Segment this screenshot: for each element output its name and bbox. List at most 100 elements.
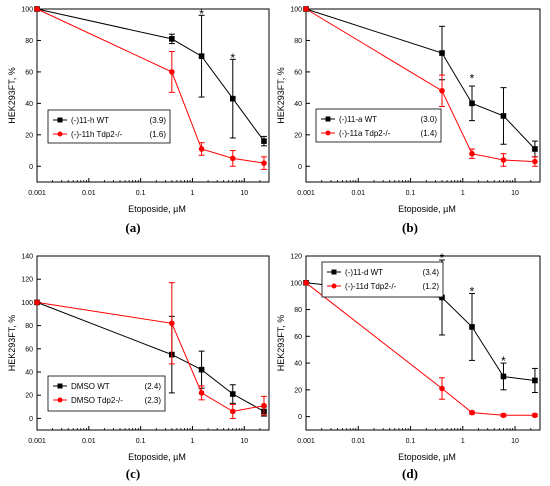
x-tick-label: 0.1 — [406, 190, 416, 197]
data-point — [198, 146, 205, 152]
legend-label: DMSO WT — [71, 382, 110, 391]
x-tick-label: 0.01 — [351, 190, 365, 197]
legend-label: (-)-11a Tdp2-/- — [339, 129, 391, 138]
data-point — [198, 366, 205, 373]
series-tdp2 — [34, 282, 267, 419]
data-point — [500, 113, 507, 119]
data-point — [532, 412, 538, 419]
x-tick-label: 1 — [191, 190, 195, 197]
plot-frame — [36, 255, 270, 431]
data-point — [229, 155, 236, 162]
y-tick-label: 40 — [294, 101, 302, 108]
legend-swatch-marker — [331, 283, 337, 289]
legend-box — [47, 109, 171, 144]
legend-label: (-)11-d WT — [345, 268, 383, 277]
y-axis-label: HEK293FT, % — [276, 315, 286, 372]
data-point — [34, 6, 40, 12]
legend-label: (-)11-a WT — [339, 115, 377, 124]
significance-star: * — [470, 284, 475, 298]
data-point — [532, 158, 538, 165]
x-axis-label: Etoposide, µM — [398, 204, 456, 214]
legend-note: (2.3) — [145, 396, 162, 405]
y-tick-label: 100 — [290, 7, 302, 14]
data-point — [469, 409, 475, 416]
data-point — [439, 385, 445, 392]
data-point — [439, 294, 445, 301]
series-tdp2 — [34, 6, 267, 170]
chart-panel-3: 0.001 0.01 0.1 1 10020406080100120140Etoposi… — [7, 254, 270, 481]
chart-panel-4: 0.001 0.01 0.1 1 10020406080100120Etoposide,… — [276, 251, 541, 481]
legend-swatch-marker — [57, 383, 63, 389]
data-point — [229, 408, 236, 415]
data-point — [439, 50, 445, 56]
x-tick-label: 0.001 — [28, 438, 46, 445]
y-tick-label: 100 — [290, 280, 302, 287]
x-tick-label: 0.1 — [136, 438, 146, 445]
x-tick-label: 1 — [461, 438, 465, 445]
y-tick-label: 20 — [25, 393, 33, 400]
legend-swatch-marker — [325, 130, 331, 136]
data-point — [500, 373, 507, 380]
legend-note: (3.0) — [421, 115, 438, 124]
y-tick-label: 140 — [21, 254, 33, 261]
data-point — [469, 100, 475, 107]
x-tick-label: 1 — [191, 438, 195, 445]
data-point — [469, 150, 475, 157]
y-axis-label: HEK293FT, % — [7, 315, 17, 372]
panel-letter: (d) — [402, 466, 418, 481]
data-point — [229, 95, 236, 102]
data-point — [169, 320, 175, 327]
y-tick-label: 60 — [294, 334, 302, 341]
legend: (-)11-a WT (3.0) (-)-11a Tdp2-/- (1.4) — [315, 108, 442, 143]
y-tick-label: 80 — [25, 38, 33, 45]
legend-label: (-)-11h Tdp2-/- — [71, 130, 123, 139]
legend-note: (2.4) — [145, 382, 162, 391]
legend-note: (1.2) — [423, 282, 440, 291]
y-tick-label: 0 — [298, 164, 302, 171]
data-point — [169, 69, 175, 75]
x-tick-label: 10 — [511, 190, 519, 197]
data-point — [261, 138, 267, 144]
data-point — [469, 324, 475, 330]
data-point — [261, 402, 267, 409]
data-point — [532, 377, 538, 384]
data-point — [303, 279, 309, 286]
significance-star: * — [230, 51, 235, 65]
x-tick-label: 1 — [461, 190, 465, 197]
y-tick-label: 0 — [29, 416, 33, 423]
series-line — [305, 282, 535, 416]
legend-label: (-)-11d Tdp2-/- — [345, 282, 397, 291]
legend: DMSO WT (2.4) DMSO Tdp2-/- (2.3) — [47, 375, 166, 412]
y-axis-label: HEK293FT, % — [7, 67, 17, 124]
y-tick-label: 20 — [294, 387, 302, 394]
legend-label: DMSO Tdp2-/- — [71, 396, 123, 405]
x-tick-label: 10 — [240, 438, 248, 445]
y-axis-label: HEK293FT, % — [276, 67, 286, 124]
data-point — [169, 36, 175, 42]
y-tick-label: 100 — [21, 7, 33, 14]
plot-frame — [305, 8, 541, 183]
plot-frame — [305, 255, 541, 431]
legend: (-)11-d WT (3.4) (-)-11d Tdp2-/- (1.2) — [321, 261, 444, 298]
y-tick-label: 40 — [294, 361, 302, 368]
x-axis-label: Etoposide, µM — [128, 452, 186, 462]
y-tick-label: 80 — [294, 307, 302, 314]
data-point — [500, 412, 507, 419]
data-point — [229, 391, 236, 397]
significance-star: * — [501, 354, 506, 368]
significance-star: * — [440, 251, 445, 265]
panel-letter: (a) — [125, 220, 140, 235]
legend-note: (1.4) — [421, 129, 438, 138]
data-point — [198, 53, 205, 59]
x-tick-label: 0.001 — [28, 190, 46, 197]
y-tick-label: 60 — [25, 69, 33, 76]
legend-swatch-marker — [325, 116, 331, 122]
series-tdp2 — [303, 6, 538, 167]
data-point — [198, 390, 205, 396]
y-tick-label: 0 — [298, 414, 302, 421]
data-point — [500, 157, 507, 163]
y-tick-label: 20 — [294, 132, 302, 139]
data-point — [261, 160, 267, 166]
legend-swatch-marker — [57, 397, 63, 403]
